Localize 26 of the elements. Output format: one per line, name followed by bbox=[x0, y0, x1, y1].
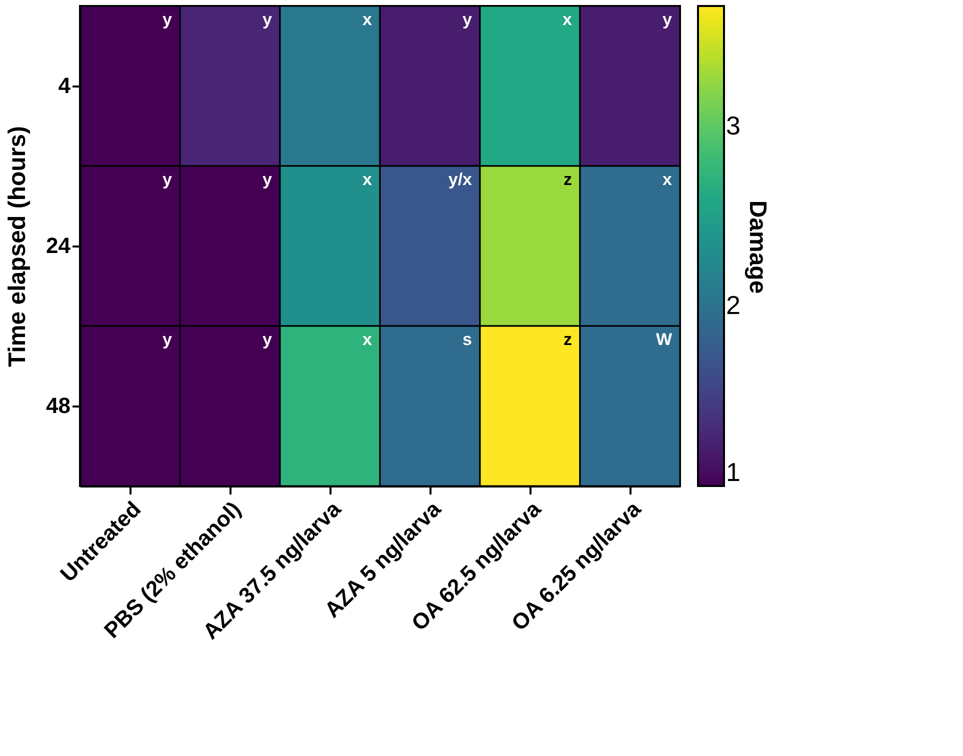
color-bar-label: 2 bbox=[726, 290, 740, 320]
data-label: W bbox=[656, 330, 673, 349]
data-label: y bbox=[162, 170, 173, 189]
data-label: y bbox=[262, 10, 273, 29]
color-bar-label: 1 bbox=[726, 457, 740, 487]
data-label: y bbox=[162, 10, 173, 29]
data-label: y bbox=[262, 170, 273, 189]
data-label: y bbox=[262, 330, 273, 349]
y-tick-label: 4 bbox=[58, 73, 72, 98]
color-bar-label: 3 bbox=[726, 110, 740, 140]
data-label: y bbox=[462, 10, 473, 29]
data-label: x bbox=[562, 10, 573, 29]
y-tick-label: 24 bbox=[46, 233, 72, 258]
color-bar-title: Damage bbox=[744, 200, 771, 294]
data-label: y bbox=[162, 330, 173, 349]
data-label: z bbox=[564, 330, 572, 349]
data-label: z bbox=[564, 170, 572, 189]
data-label: x bbox=[362, 10, 373, 29]
y-tick-label: 48 bbox=[46, 393, 70, 418]
data-label: y/x bbox=[448, 170, 473, 189]
data-label: x bbox=[362, 170, 373, 189]
data-label: x bbox=[362, 330, 373, 349]
data-label: y bbox=[662, 10, 673, 29]
data-label: x bbox=[662, 170, 673, 189]
y-axis-title: Time elapsed (hours) bbox=[4, 126, 32, 367]
data-label: s bbox=[462, 330, 472, 349]
